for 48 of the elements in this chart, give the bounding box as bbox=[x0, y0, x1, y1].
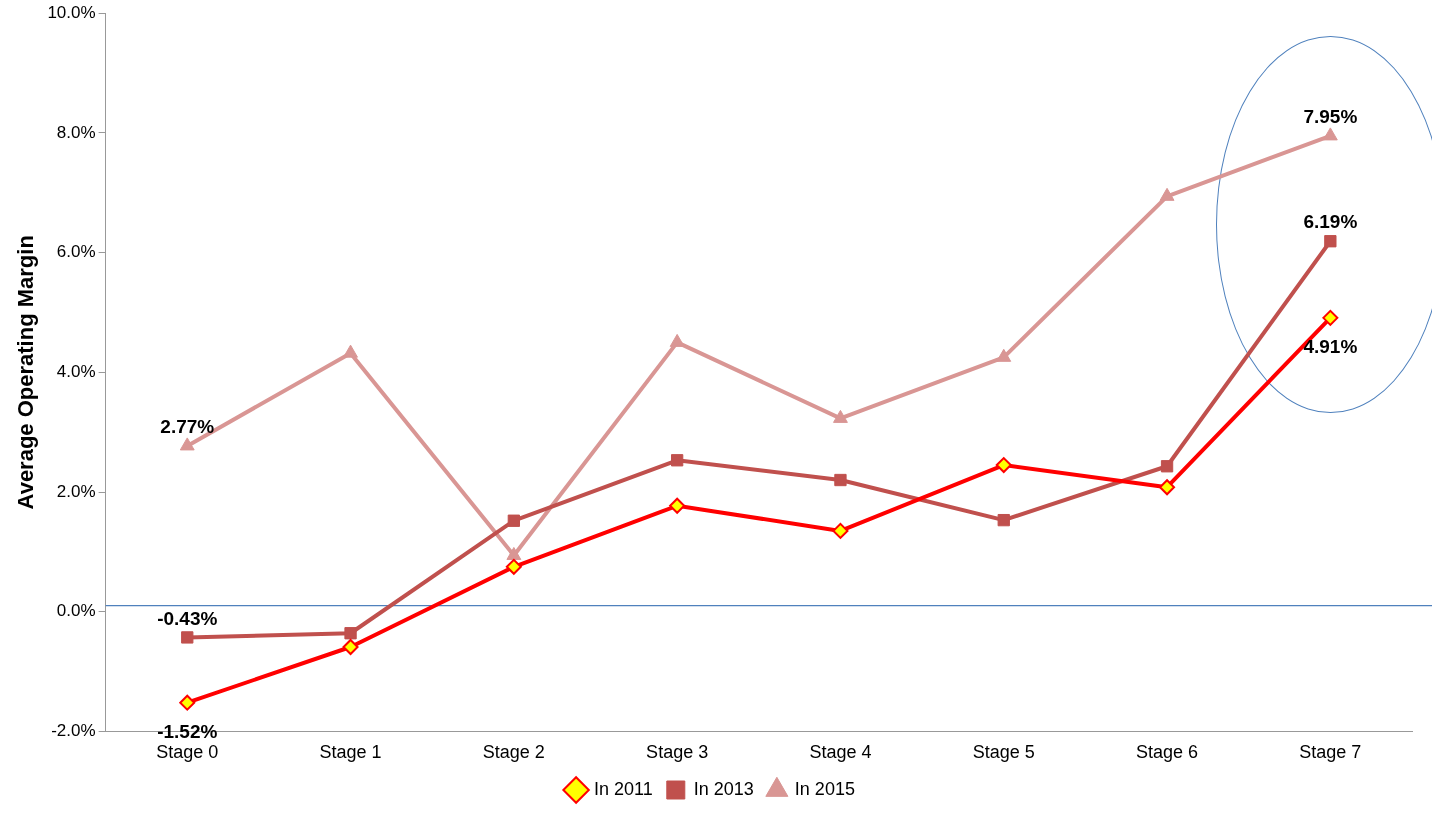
point bbox=[505, 558, 522, 575]
x-tick-label: Stage 0 bbox=[156, 742, 219, 763]
x-tick-label: Stage 7 bbox=[1299, 742, 1362, 763]
point bbox=[669, 497, 686, 514]
x-tick-label: Stage 1 bbox=[319, 742, 382, 763]
point bbox=[1159, 187, 1175, 201]
point bbox=[1322, 127, 1338, 141]
point bbox=[834, 473, 847, 487]
point bbox=[833, 409, 848, 423]
x-tick-label: Stage 4 bbox=[809, 742, 872, 763]
y-tick-label: 4.0% bbox=[56, 361, 96, 381]
point bbox=[669, 333, 685, 347]
legend-label: In 2013 bbox=[693, 778, 754, 799]
x-tick-label: Stage 6 bbox=[1136, 742, 1199, 763]
y-tick-label: 2.0% bbox=[56, 481, 96, 501]
point bbox=[343, 344, 358, 358]
data-label: 7.95% bbox=[1303, 106, 1358, 128]
data-label: -1.52% bbox=[157, 720, 218, 742]
point bbox=[995, 457, 1012, 474]
point bbox=[342, 639, 359, 656]
point bbox=[179, 437, 195, 451]
y-tick-label: -2.0% bbox=[51, 721, 96, 741]
data-label: 2.77% bbox=[160, 416, 215, 438]
y-tick-label: 10.0% bbox=[47, 2, 96, 22]
point bbox=[344, 627, 357, 640]
point bbox=[671, 454, 684, 467]
point bbox=[181, 631, 194, 644]
data-label: 4.91% bbox=[1303, 336, 1358, 358]
point bbox=[1324, 235, 1337, 248]
data-label: 6.19% bbox=[1303, 211, 1358, 233]
point bbox=[179, 694, 196, 711]
point bbox=[1160, 460, 1174, 473]
x-tick-label: Stage 5 bbox=[972, 742, 1035, 763]
point bbox=[1159, 479, 1176, 496]
legend-label: In 2015 bbox=[794, 778, 855, 799]
point bbox=[832, 522, 849, 539]
x-tick-label: Stage 3 bbox=[646, 742, 709, 763]
legend-label: In 2011 bbox=[594, 778, 653, 799]
point bbox=[997, 513, 1010, 527]
data-label: -0.43% bbox=[157, 607, 218, 629]
y-tick-label: 8.0% bbox=[56, 122, 96, 142]
point bbox=[507, 514, 521, 527]
y-tick-label: 6.0% bbox=[56, 242, 96, 262]
x-tick-label: Stage 2 bbox=[482, 742, 545, 763]
point bbox=[996, 348, 1012, 362]
y-axis-title: Average Operating Margin bbox=[13, 235, 39, 510]
y-tick-label: 0.0% bbox=[56, 601, 96, 621]
point bbox=[1322, 309, 1339, 326]
